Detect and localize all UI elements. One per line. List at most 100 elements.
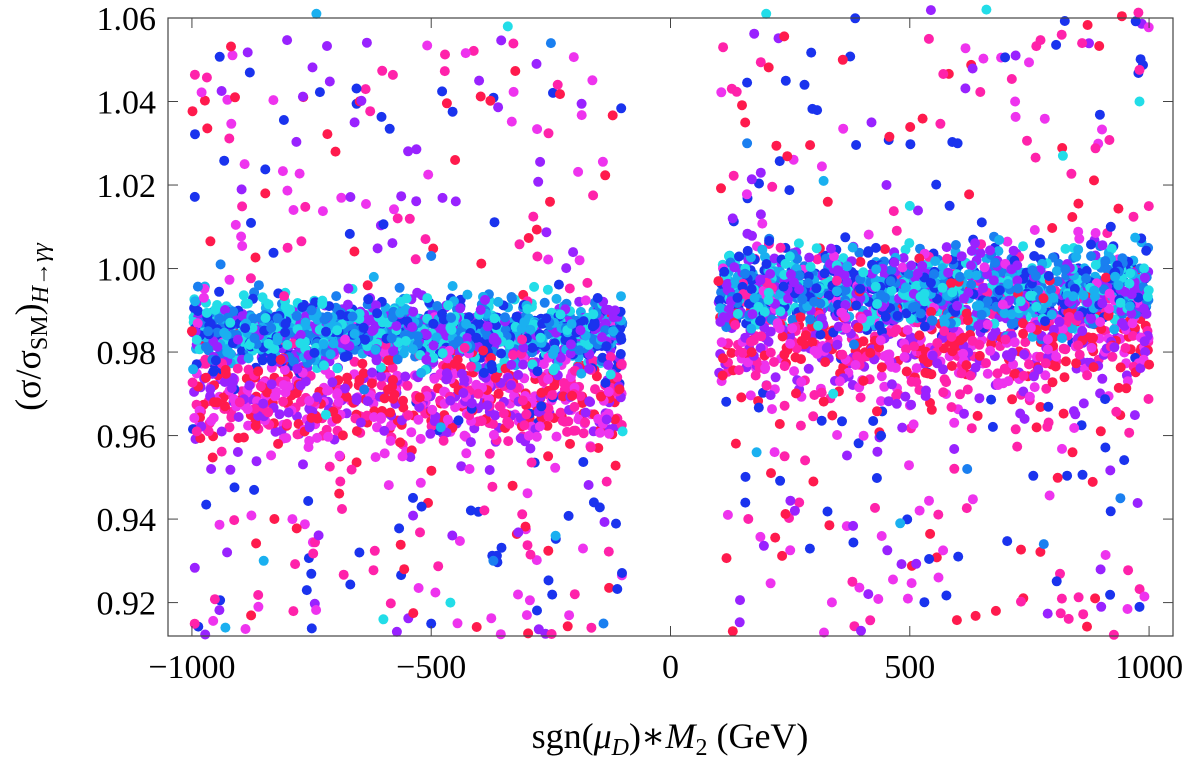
scatter-point-series-1 (216, 426, 227, 437)
y-tick-label: 0.96 (97, 419, 157, 456)
scatter-point-series-1 (295, 380, 306, 391)
scatter-point-series-2 (849, 339, 859, 350)
scatter-point-series-1 (360, 84, 371, 95)
scatter-point-series-1 (356, 95, 367, 106)
scatter-point-series-1 (214, 519, 225, 530)
scatter-point-series-2 (908, 419, 919, 430)
scatter-point-series-2 (812, 254, 823, 265)
scatter-point-series-2 (911, 280, 922, 291)
scatter-point-series-1 (209, 397, 219, 408)
scatter-point-series-1 (200, 372, 211, 383)
scatter-point-series-1 (466, 361, 476, 372)
scatter-point-series-2 (742, 77, 753, 88)
scatter-point-series-1 (398, 348, 409, 359)
scatter-point-series-2 (973, 320, 984, 331)
scatter-point-series-2 (737, 100, 747, 111)
scatter-point-series-1 (212, 327, 223, 338)
scatter-point-series-2 (932, 338, 943, 348)
scatter-point-series-2 (1100, 550, 1111, 560)
scatter-point-series-1 (464, 464, 475, 474)
scatter-point-series-1 (327, 377, 338, 388)
scatter-point-series-2 (832, 339, 843, 350)
scatter-point-series-1 (603, 546, 614, 557)
scatter-point-series-1 (257, 355, 268, 366)
scatter-point-series-2 (858, 336, 869, 347)
scatter-point-series-1 (222, 347, 233, 358)
scatter-point-series-2 (1048, 292, 1059, 303)
scatter-point-series-1 (428, 318, 439, 329)
scatter-point-series-1 (615, 349, 626, 359)
scatter-point-series-2 (949, 417, 960, 428)
scatter-point-series-2 (967, 63, 978, 74)
scatter-point-series-1 (229, 482, 240, 493)
scatter-point-series-2 (783, 293, 794, 304)
scatter-point-series-2 (1066, 168, 1077, 179)
x-tick-label: 0 (662, 649, 679, 686)
scatter-point-series-1 (605, 369, 616, 380)
scatter-point-series-2 (981, 4, 992, 15)
scatter-point-series-1 (268, 95, 279, 106)
scatter-point-series-2 (777, 331, 788, 342)
scatter-point-series-1 (342, 372, 353, 383)
scatter-point-series-1 (582, 277, 593, 288)
scatter-point-series-2 (938, 545, 949, 556)
scatter-point-series-2 (992, 368, 1003, 379)
scatter-point-series-1 (459, 430, 470, 441)
scatter-point-series-1 (210, 355, 221, 366)
scatter-point-series-1 (378, 614, 389, 625)
scatter-point-series-2 (1134, 601, 1145, 612)
scatter-point-series-1 (500, 312, 510, 323)
scatter-point-series-2 (941, 242, 952, 253)
scatter-point-series-2 (1033, 364, 1044, 375)
scatter-point-series-1 (569, 401, 580, 412)
scatter-point-series-1 (248, 313, 259, 324)
scatter-point-series-2 (743, 514, 754, 524)
scatter-point-series-1 (366, 378, 377, 389)
scatter-point-series-1 (482, 400, 493, 411)
scatter-point-series-2 (1111, 406, 1122, 417)
scatter-point-series-1 (534, 421, 545, 432)
scatter-point-series-1 (465, 437, 476, 448)
scatter-point-series-2 (1134, 64, 1145, 75)
scatter-point-series-1 (552, 79, 563, 90)
scatter-point-series-2 (933, 572, 944, 583)
scatter-point-series-2 (1089, 291, 1100, 302)
scatter-point-series-2 (751, 447, 762, 458)
y-tick-label: 0.98 (97, 335, 157, 372)
scatter-point-series-2 (911, 377, 922, 388)
scatter-point-series-2 (982, 368, 993, 379)
scatter-point-series-1 (246, 610, 257, 621)
scatter-point-series-2 (1063, 613, 1074, 624)
scatter-point-series-2 (1141, 245, 1152, 256)
scatter-point-series-1 (233, 433, 244, 443)
scatter-point-series-2 (812, 105, 823, 116)
scatter-point-series-1 (351, 395, 362, 406)
scatter-point-series-2 (1139, 336, 1150, 347)
scatter-point-series-1 (437, 348, 448, 359)
scatter-point-series-1 (191, 426, 202, 437)
scatter-point-series-1 (488, 555, 499, 566)
scatter-point-series-2 (718, 353, 728, 364)
scatter-point-series-2 (876, 371, 887, 382)
scatter-point-series-2 (749, 28, 760, 39)
scatter-point-series-2 (931, 552, 942, 563)
scatter-point-series-2 (853, 438, 864, 449)
scatter-point-series-1 (549, 344, 560, 355)
scatter-point-series-1 (376, 111, 387, 122)
scatter-point-series-2 (966, 245, 977, 256)
scatter-point-series-2 (1132, 498, 1143, 508)
scatter-point-series-2 (952, 138, 963, 149)
scatter-point-series-2 (1081, 273, 1092, 284)
scatter-point-series-2 (1135, 363, 1146, 374)
scatter-point-series-2 (858, 267, 869, 278)
scatter-point-series-1 (586, 622, 597, 633)
scatter-point-series-1 (379, 425, 390, 436)
scatter-point-series-2 (1060, 264, 1071, 275)
scatter-point-series-1 (266, 379, 277, 390)
scatter-point-series-2 (755, 315, 766, 326)
scatter-point-series-2 (966, 279, 977, 290)
scatter-point-series-2 (943, 267, 954, 278)
scatter-point-series-2 (1129, 410, 1140, 421)
scatter-point-series-2 (847, 242, 858, 253)
scatter-point-series-2 (782, 151, 793, 162)
